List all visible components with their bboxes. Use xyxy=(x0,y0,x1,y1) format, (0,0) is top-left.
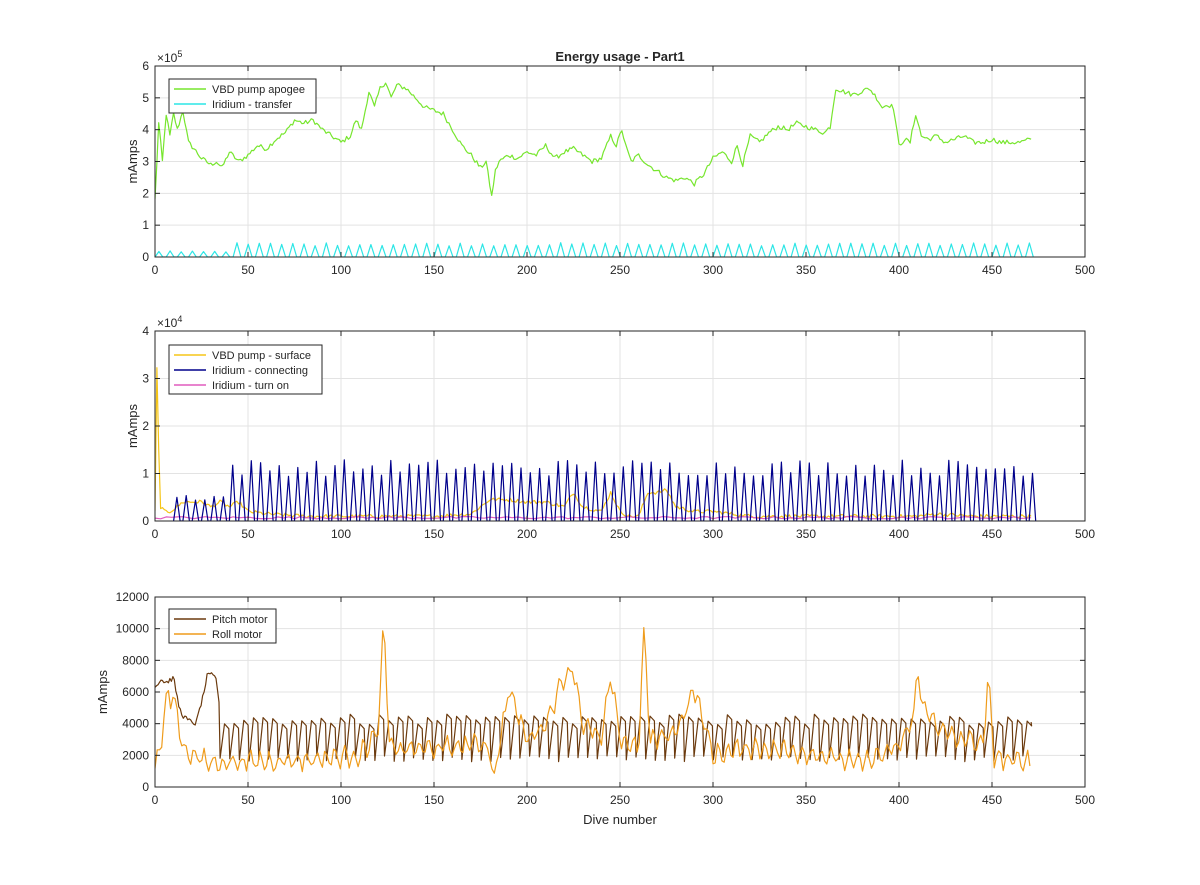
y-axis-label: mAmps xyxy=(95,669,110,714)
x-tick-label: 300 xyxy=(703,793,723,807)
series-group xyxy=(155,82,1034,257)
legend: VBD pump apogee Iridium - transfer xyxy=(168,78,317,114)
x-tick-label: 350 xyxy=(796,263,816,277)
x-tick-label: 500 xyxy=(1075,263,1095,277)
y-tick-label: 0 xyxy=(142,780,149,794)
series-line-pitch-motor xyxy=(155,672,1033,763)
y-tick-label: 1 xyxy=(142,218,149,232)
x-tick-label: 250 xyxy=(610,793,630,807)
y-tick-label: 8000 xyxy=(122,653,149,667)
x-tick-label: 150 xyxy=(424,263,444,277)
x-tick-label: 250 xyxy=(610,527,630,541)
figure-title: Energy usage - Part1 xyxy=(555,49,684,64)
x-axis-label: Dive number xyxy=(583,812,657,827)
y-tick-label: 4000 xyxy=(122,717,149,731)
x-tick-label: 250 xyxy=(610,263,630,277)
legend-entry: Roll motor xyxy=(212,629,262,641)
legend-entry: VBD pump apogee xyxy=(212,84,305,96)
x-tick-label: 200 xyxy=(517,793,537,807)
legend-box xyxy=(168,608,277,644)
y-tick-label: 2000 xyxy=(122,748,149,762)
y-tick-label: 4 xyxy=(142,123,149,137)
x-tick-label: 350 xyxy=(796,527,816,541)
y-tick-label: 6000 xyxy=(122,685,149,699)
y-tick-label: 2 xyxy=(142,419,149,433)
legend: VBD pump - surface Iridium - connecting Ir… xyxy=(168,344,323,395)
x-tick-label: 150 xyxy=(424,527,444,541)
x-tick-label: 450 xyxy=(982,793,1002,807)
y-tick-label: 3 xyxy=(142,155,149,169)
x-tick-label: 50 xyxy=(241,527,255,541)
series-group xyxy=(155,367,1037,521)
x-tick-label: 100 xyxy=(331,527,351,541)
x-tick-label: 400 xyxy=(889,263,909,277)
y-tick-label: 4 xyxy=(142,324,149,338)
y-exponent-label: ×104 xyxy=(157,314,182,330)
x-tick-label: 0 xyxy=(152,263,159,277)
y-tick-label: 0 xyxy=(142,514,149,528)
x-tick-label: 450 xyxy=(982,263,1002,277)
series-group xyxy=(155,627,1033,774)
legend-entry: Pitch motor xyxy=(212,614,268,626)
legend-entry: Iridium - transfer xyxy=(212,99,292,111)
legend-entry: VBD pump - surface xyxy=(212,350,311,362)
x-tick-label: 500 xyxy=(1075,527,1095,541)
x-tick-label: 450 xyxy=(982,527,1002,541)
y-tick-label: 10000 xyxy=(116,622,150,636)
x-tick-label: 50 xyxy=(241,793,255,807)
series-line-iridium-connecting xyxy=(173,459,1037,521)
panel-motors: 0 50 100 150 200 250 300 350 400 450 500 0 2000 4000 6… xyxy=(95,590,1095,807)
x-tick-label: 300 xyxy=(703,527,723,541)
legend-entry: Iridium - turn on xyxy=(212,380,289,392)
series-line-iridium-transfer xyxy=(155,242,1034,257)
x-tick-label: 200 xyxy=(517,527,537,541)
y-tick-label: 5 xyxy=(142,91,149,105)
y-tick-label: 12000 xyxy=(116,590,150,604)
y-tick-label: 3 xyxy=(142,372,149,386)
x-tick-label: 300 xyxy=(703,263,723,277)
series-line-vbd-pump-apogee xyxy=(155,82,1032,200)
x-tick-label: 150 xyxy=(424,793,444,807)
panel-vbd-surface: 0 50 100 150 200 250 300 350 400 450 500 0 1 2 3 4 ×104 m… xyxy=(125,314,1095,541)
x-tick-label: 100 xyxy=(331,793,351,807)
panel-vbd-apogee: 0 50 100 150 200 250 300 350 400 450 500 0 1 2 3 4 5 6 ×10… xyxy=(125,49,1095,277)
legend-box xyxy=(168,78,317,114)
x-tick-label: 500 xyxy=(1075,793,1095,807)
x-tick-label: 100 xyxy=(331,263,351,277)
y-tick-label: 1 xyxy=(142,467,149,481)
series-line-roll-motor xyxy=(155,627,1031,774)
x-tick-label: 400 xyxy=(889,793,909,807)
legend: Pitch motor Roll motor xyxy=(168,608,277,644)
x-tick-label: 400 xyxy=(889,527,909,541)
y-axis-label: mAmps xyxy=(125,139,140,184)
y-axis-label: mAmps xyxy=(125,403,140,448)
legend-entry: Iridium - connecting xyxy=(212,365,308,377)
x-tick-label: 0 xyxy=(152,793,159,807)
x-tick-label: 200 xyxy=(517,263,537,277)
y-tick-label: 2 xyxy=(142,186,149,200)
y-tick-label: 0 xyxy=(142,250,149,264)
x-tick-label: 0 xyxy=(152,527,159,541)
y-exponent-label: ×105 xyxy=(157,49,182,65)
x-tick-label: 350 xyxy=(796,793,816,807)
y-tick-label: 6 xyxy=(142,59,149,73)
x-tick-label: 50 xyxy=(241,263,255,277)
